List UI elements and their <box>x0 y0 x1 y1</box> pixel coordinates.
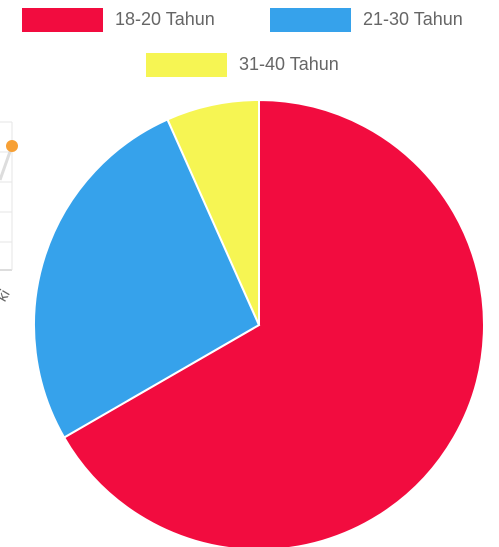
legend-label: 18-20 Tahun <box>115 9 215 29</box>
legend-swatch <box>270 8 351 32</box>
axis-label-fragment: ki <box>0 287 14 305</box>
point <box>6 140 18 152</box>
legend: 18-20 Tahun 21-30 Tahun 31-40 Tahun <box>22 8 463 77</box>
pie-slice <box>62 98 485 547</box>
legend-swatch <box>22 8 103 32</box>
pie-slice <box>166 98 260 326</box>
pie <box>33 98 485 547</box>
legend-label: 31-40 Tahun <box>239 54 339 74</box>
legend-label: 21-30 Tahun <box>363 9 463 29</box>
legend-swatch <box>146 53 227 77</box>
background-chart-fragment: ki <box>0 121 18 305</box>
line <box>0 145 14 181</box>
